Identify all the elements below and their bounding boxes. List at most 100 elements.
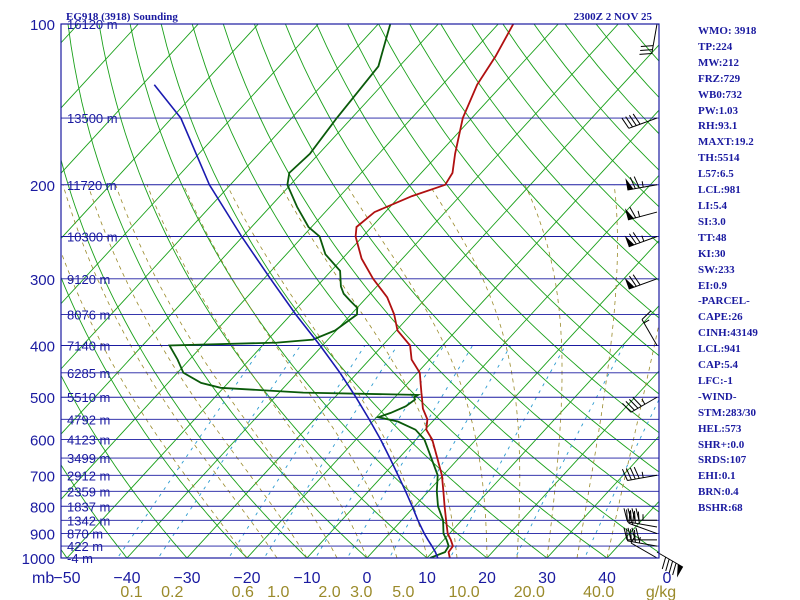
isotherm-line [246,109,659,558]
wind-barb [623,527,657,541]
temperature-tick-label: 40 [598,570,616,587]
mixing-ratio-tick-label: 40.0 [583,584,614,600]
index-item: FRZ:729 [698,72,741,85]
height-level-label: 6285 m [67,366,110,381]
mixing-ratio-unit-label: g/kg [646,584,676,600]
index-item: BSHR:68 [698,502,743,515]
temperature-tick-label: 20 [478,570,496,587]
height-level-label: 2912 m [67,468,110,483]
wind-barb [625,176,658,191]
dry-adiabat-line [67,24,368,558]
height-level-label: 9120 m [67,272,110,287]
dry-adiabat-line [129,24,488,558]
pressure-tick-label: 100 [30,17,55,34]
isotherm-line [486,370,659,558]
moist-adiabat-line [524,184,563,558]
index-item: SI:3.0 [698,215,726,228]
moist-adiabat-line [279,184,458,558]
isotherm-line [306,174,659,558]
height-level-label: 3499 m [67,451,110,466]
dry-adiabat-line [61,464,128,558]
pressure-tick-label: 800 [30,499,55,516]
wind-barb [656,551,684,578]
index-item: BRN:0.4 [698,486,739,499]
temperature-tick-label: 10 [418,570,436,587]
index-item: MW:212 [698,56,739,69]
mixing-ratio-tick-label: 2.0 [318,584,340,600]
mixing-ratio-line [346,345,473,558]
pressure-tick-label: 700 [30,468,55,485]
mixing-ratio-tick-label: 1.0 [267,584,289,600]
wind-barb [624,274,658,290]
chart-title: EG918 (3918) Sounding [66,11,178,23]
index-item: -PARCEL- [698,295,750,308]
pressure-tick-label: 400 [30,339,55,356]
index-item: SW:233 [698,263,735,276]
dewpoint-profile-line [167,24,450,558]
sounding-profiles [153,24,515,558]
isotherm-line [61,24,259,240]
temperature-tick-label: −10 [293,570,320,587]
index-item: PW:1.03 [698,104,739,117]
temperature-tick-label: −20 [233,570,260,587]
temperature-tick-label: 0 [663,570,672,587]
isotherm-line [66,24,559,558]
mixing-ratio-tick-label: 0.6 [232,584,254,600]
mixing-ratio-tick-label: 20.0 [514,584,545,600]
pressure-tick-label: 600 [30,433,55,450]
isotherm-line [126,24,619,558]
dry-adiabat-line [61,374,188,558]
index-item: LCL:941 [698,343,741,356]
mixing-ratio-tick-label: 3.0 [350,584,372,600]
dry-adiabat-line [61,158,308,558]
dry-adiabat-line [98,24,428,558]
index-item: EI:0.9 [698,279,728,292]
index-item: TT:48 [698,231,727,244]
dry-adiabat-line [61,548,68,558]
dry-adiabat-line [284,24,659,473]
index-item: LFC:-1 [698,374,733,387]
mixing-ratio-tick-label: 0.1 [120,584,142,600]
wind-barb [622,396,658,413]
height-level-label: 7140 m [67,339,110,354]
valid-time: 2300Z 2 NOV 25 [574,11,653,23]
temperature-tick-label: 0 [363,570,372,587]
moist-adiabat-line [346,184,488,558]
temperature-tick-label: 30 [538,570,556,587]
wind-barb [641,310,658,346]
mixing-ratio-tick-label: 10.0 [449,584,480,600]
wind-barb [624,232,658,248]
dry-adiabat-line [316,24,659,434]
height-level-label: 4792 m [67,412,110,427]
diagram-grid [0,12,659,569]
isotherm-line [61,24,199,174]
isotherm-line [61,24,139,109]
pressure-tick-label: 500 [30,390,55,407]
isotherm-line [0,12,29,569]
pressure-tick-label: 900 [30,527,55,544]
temperature-tick-label: −40 [113,570,140,587]
height-level-label: -4 m [67,551,93,566]
temperature-tick-label: −30 [173,570,200,587]
wind-barb [639,23,658,55]
wind-barb [621,113,658,129]
index-item: LCL:981 [698,184,741,197]
height-level-label: 10300 m [67,229,118,244]
isotherm-line [61,24,499,500]
stability-indices-panel: WMO: 3918 TP:224 MW:212 FRZ:729 WB0:732 PW:1.… [698,24,798,517]
index-item: RH:93.1 [698,120,738,133]
pressure-tick-label: 1000 [22,551,55,568]
dry-adiabat-line [61,276,248,558]
index-item: SHR+:0.0 [698,438,745,451]
height-level-label: 2359 m [67,484,110,499]
index-item: L57:6.5 [698,168,734,181]
mixing-ratio-line [584,398,659,558]
index-item: CINH:43149 [698,327,758,340]
isotherm-line [546,435,659,558]
dry-adiabat-line [409,24,659,319]
index-item: KI:30 [698,247,726,260]
mixing-ratio-tick-label: 0.2 [161,584,183,600]
temperature-profile-line [354,24,515,558]
